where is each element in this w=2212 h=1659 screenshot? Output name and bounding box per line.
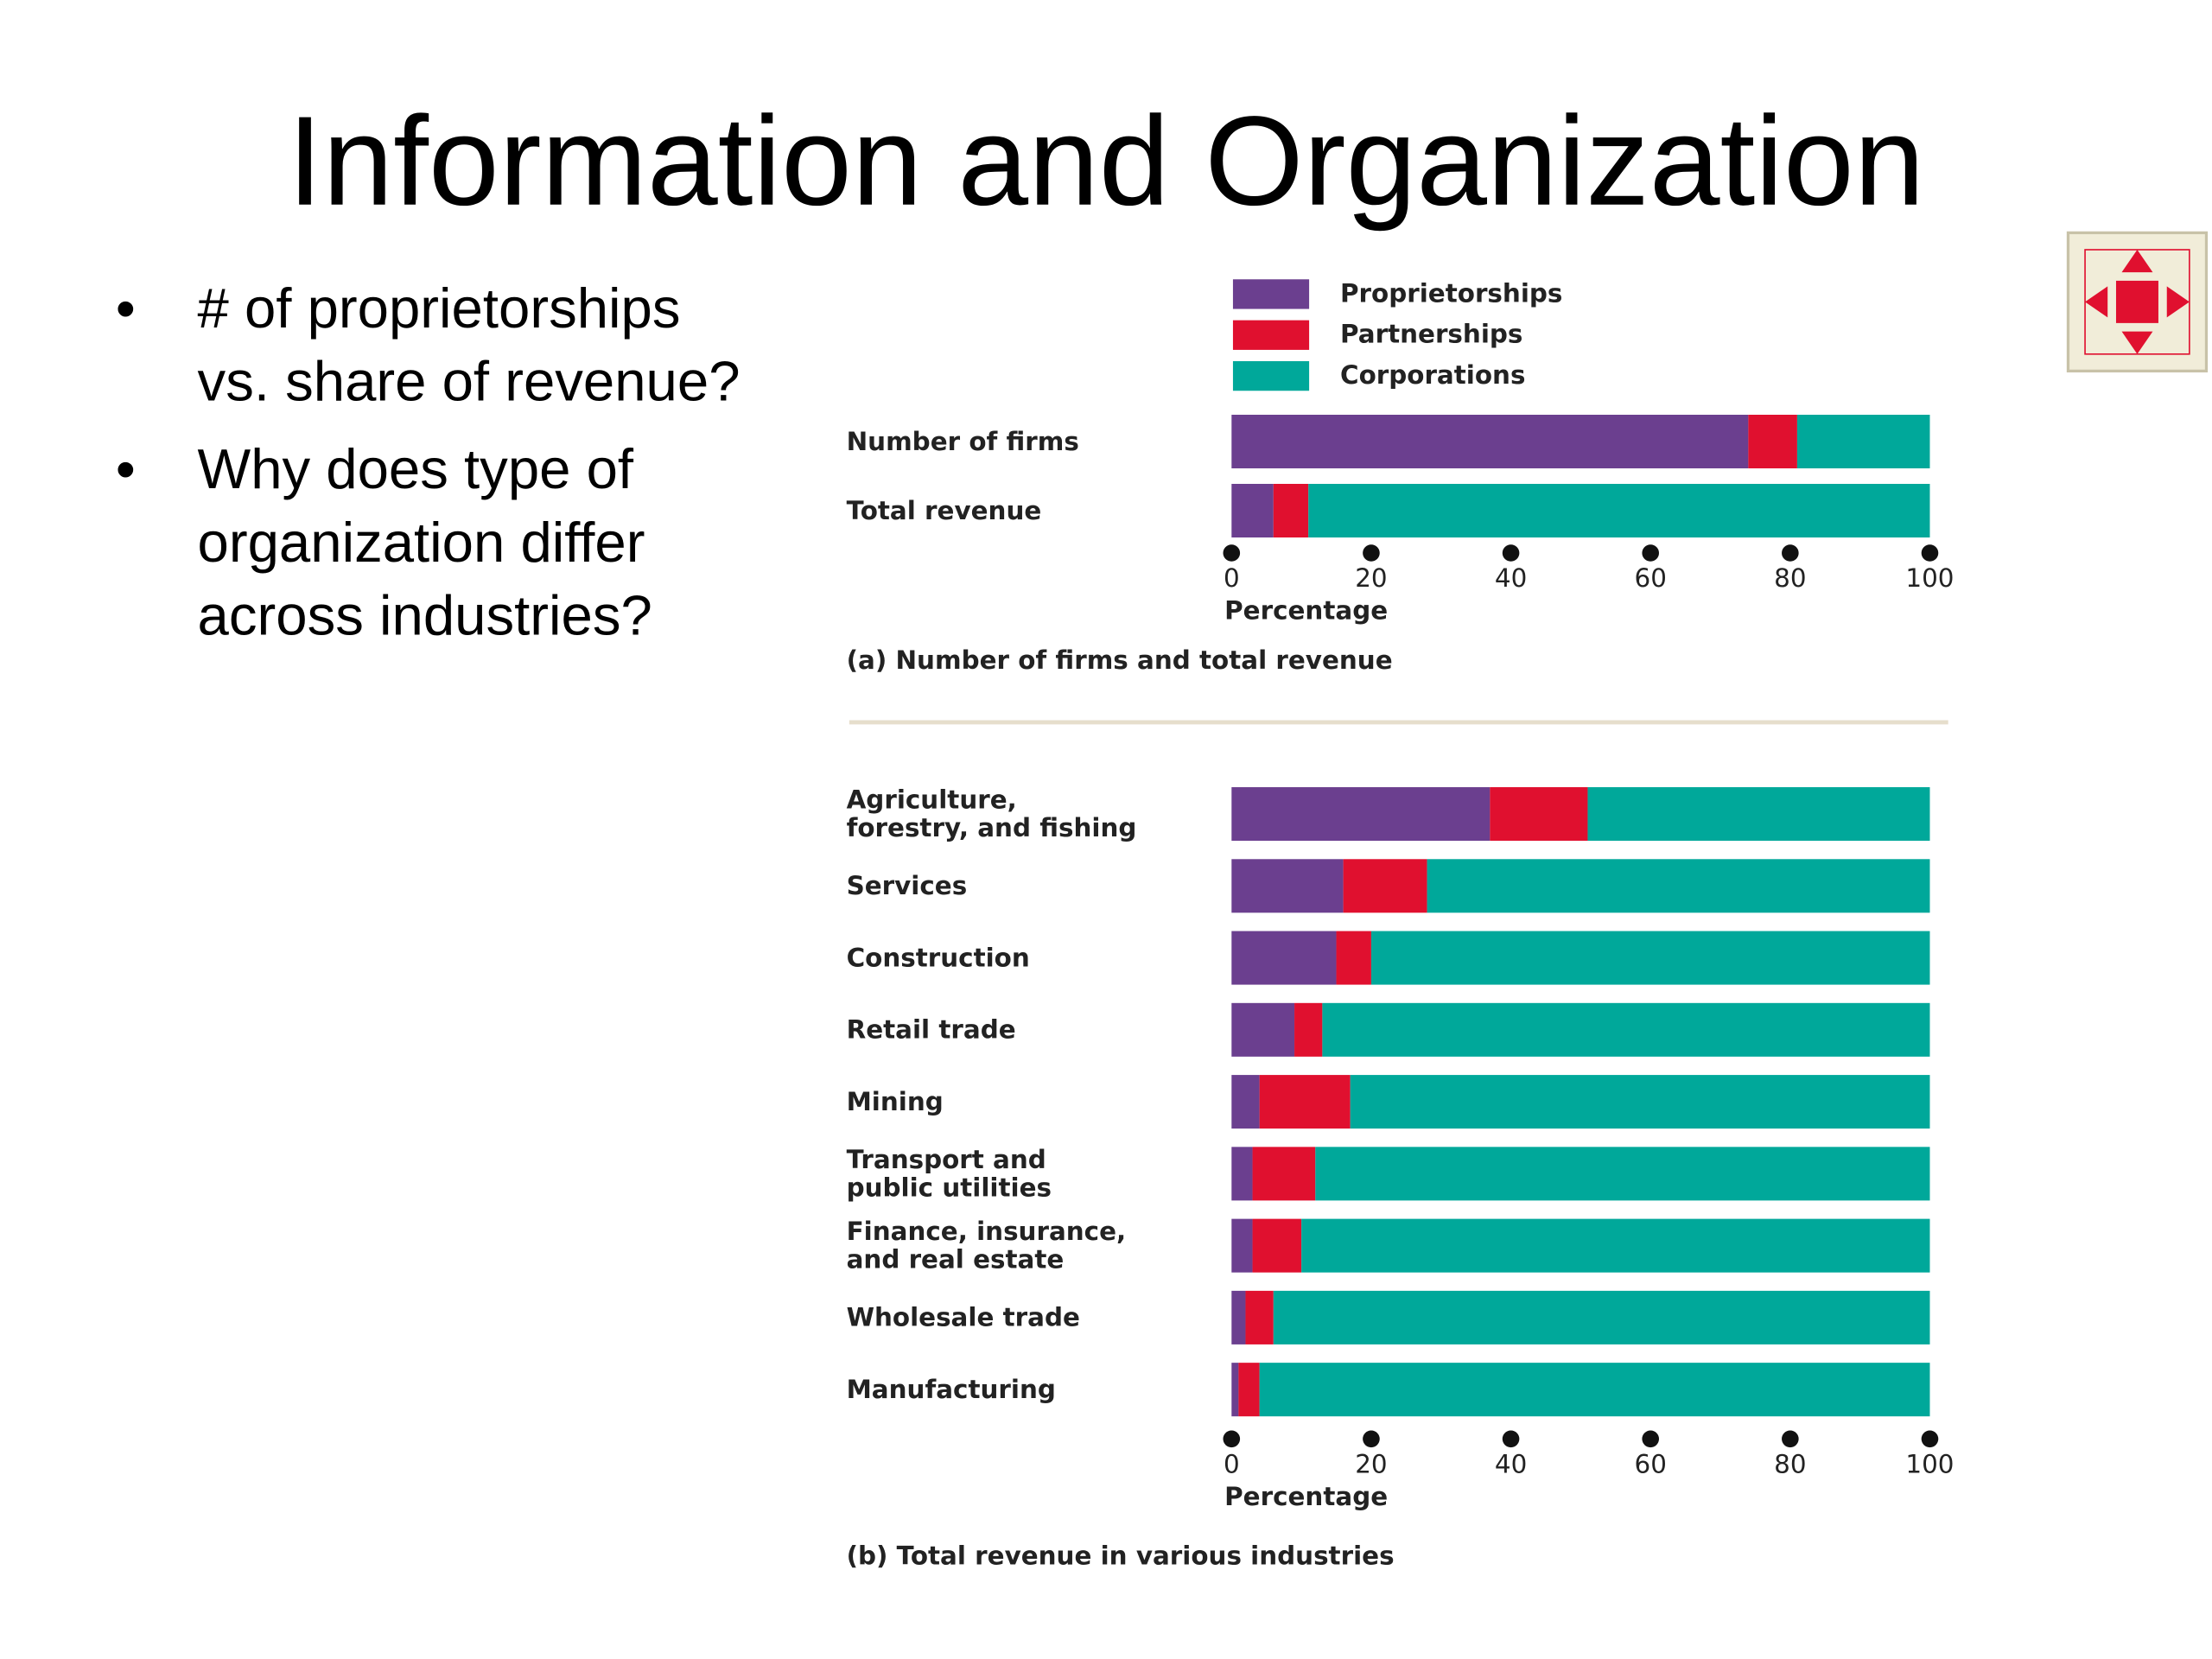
tick-mark	[1363, 1430, 1380, 1448]
x-tick-label: 20	[1355, 1449, 1387, 1478]
slide-title: Information and Organization	[288, 91, 1925, 232]
bar-segment	[1748, 415, 1797, 469]
bar-segment	[1490, 787, 1588, 842]
bar-segment	[1587, 787, 1930, 842]
bullet-text: # of proprietorships	[198, 276, 681, 340]
tick-mark	[1921, 544, 1939, 562]
bullet-dot: •	[116, 276, 136, 340]
tick-mark	[1363, 544, 1380, 562]
bar-segment	[1252, 1218, 1302, 1273]
bar-segment	[1231, 415, 1749, 469]
bar-segment	[1231, 484, 1274, 538]
x-axis-label: Percentage	[1224, 596, 1388, 626]
x-tick-label: 80	[1774, 1449, 1806, 1478]
bar-segment	[1370, 931, 1930, 985]
bar-segment	[1259, 1363, 1930, 1417]
bar-segment	[1231, 931, 1337, 985]
x-tick-label: 60	[1635, 1449, 1667, 1478]
nav-icon[interactable]	[2066, 231, 2209, 373]
bar-segment	[1308, 484, 1930, 538]
x-tick-label: 100	[1905, 1449, 1954, 1478]
bullet-text: vs. share of revenue?	[198, 350, 741, 413]
x-tick-label: 20	[1355, 563, 1387, 593]
bar-segment	[1259, 1075, 1351, 1129]
bar-segment	[1427, 859, 1930, 913]
bar-segment	[1294, 1002, 1323, 1057]
bar-segment	[1231, 1290, 1246, 1344]
x-tick-label: 0	[1224, 563, 1240, 593]
tick-mark	[1642, 1430, 1659, 1448]
x-axis-label: Percentage	[1224, 1482, 1388, 1511]
category-label: Finance, insurance, and real estate	[847, 1217, 1135, 1274]
x-tick-label: 100	[1905, 563, 1954, 593]
category-label: Mining	[847, 1087, 944, 1116]
bullet-text: Why does type of	[198, 437, 634, 500]
category-label: Transport and public utilities	[847, 1145, 1055, 1203]
bar-segment	[1336, 931, 1371, 985]
bullet-dot: •	[116, 437, 136, 500]
bar-segment	[1231, 859, 1344, 913]
x-tick-label: 40	[1495, 563, 1527, 593]
legend-swatch	[1232, 320, 1310, 350]
bar-segment	[1231, 1075, 1260, 1129]
tick-mark	[1782, 1430, 1799, 1448]
bullet-text: organization differ	[198, 511, 645, 574]
bar-segment	[1231, 787, 1491, 842]
bar-segment	[1343, 859, 1427, 913]
bar-segment	[1231, 1218, 1253, 1273]
bar-segment	[1238, 1363, 1260, 1417]
chart-caption: (b) Total revenue in various industries	[847, 1541, 1395, 1571]
bar-segment	[1252, 1147, 1316, 1201]
category-label: Wholesale trade	[847, 1303, 1080, 1332]
tick-mark	[1921, 1430, 1939, 1448]
tick-mark	[1502, 544, 1520, 562]
bullet-text: across industries?	[198, 584, 652, 647]
bar-segment	[1273, 484, 1309, 538]
bar-segment	[1231, 1147, 1253, 1201]
legend-label: Partnerships	[1340, 320, 1522, 349]
category-label: Agriculture, forestry, and fishing	[847, 785, 1137, 843]
bar-segment	[1231, 1363, 1239, 1417]
bar-segment	[1322, 1002, 1930, 1057]
legend-label: Corporations	[1340, 360, 1525, 390]
bar-segment	[1796, 415, 1930, 469]
bar-segment	[1245, 1290, 1274, 1344]
tick-mark	[1782, 544, 1799, 562]
x-tick-label: 40	[1495, 1449, 1527, 1478]
category-label: Retail trade	[847, 1015, 1016, 1045]
tick-mark	[1642, 544, 1659, 562]
bar-segment	[1231, 1002, 1295, 1057]
chart-caption: (a) Number of firms and total revenue	[847, 645, 1393, 675]
bar-segment	[1273, 1290, 1930, 1344]
tick-mark	[1502, 1430, 1520, 1448]
category-label: Manufacturing	[847, 1375, 1056, 1404]
legend-swatch	[1232, 279, 1310, 309]
tick-mark	[1223, 544, 1241, 562]
bar-segment	[1350, 1075, 1930, 1129]
tick-mark	[1223, 1430, 1241, 1448]
category-label: Construction	[847, 943, 1030, 972]
category-label: Number of firms	[847, 427, 1079, 456]
x-tick-label: 0	[1224, 1449, 1240, 1478]
legend-swatch	[1232, 360, 1310, 391]
bar-segment	[1315, 1147, 1930, 1201]
bar-segment	[1301, 1218, 1930, 1273]
category-label: Services	[847, 871, 968, 900]
x-tick-label: 60	[1635, 563, 1667, 593]
x-tick-label: 80	[1774, 563, 1806, 593]
category-label: Total revenue	[847, 496, 1042, 525]
legend-label: Proprietorships	[1340, 278, 1562, 308]
